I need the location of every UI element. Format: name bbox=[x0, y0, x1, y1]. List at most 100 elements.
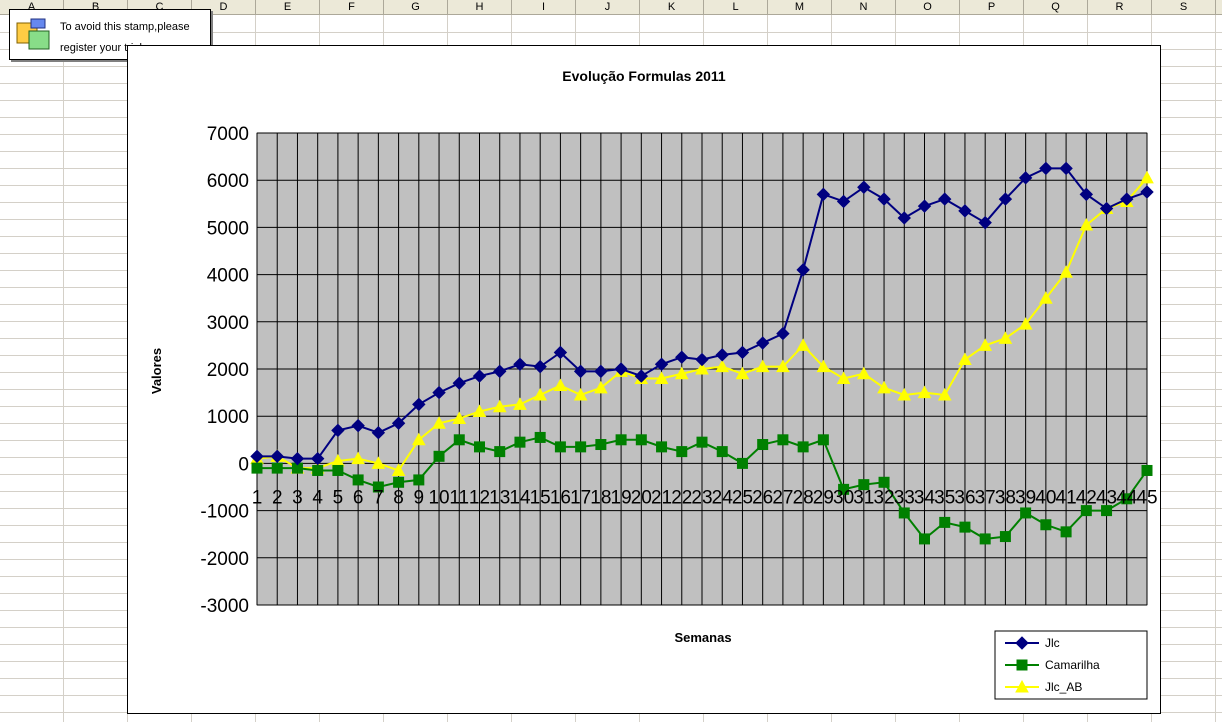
data-point-camarilha bbox=[696, 436, 708, 448]
x-tick-label: 29 bbox=[813, 487, 834, 508]
data-point-jlc bbox=[371, 426, 386, 440]
data-point-jlc bbox=[917, 199, 932, 213]
sheet-gridline-vertical bbox=[1215, 15, 1216, 722]
x-tick-label: 11 bbox=[449, 487, 469, 508]
data-point-camarilha bbox=[898, 507, 910, 519]
column-header-r[interactable]: R bbox=[1088, 0, 1152, 14]
x-tick-label: 45 bbox=[1136, 487, 1157, 508]
data-point-jlc bbox=[836, 194, 851, 209]
data-point-jlc-ab bbox=[674, 366, 689, 380]
data-point-jlc bbox=[553, 345, 568, 360]
column-header-e[interactable]: E bbox=[256, 0, 320, 14]
x-tick-label: 27 bbox=[772, 487, 793, 508]
y-axis-ticks: -3000 -2000 -1000 0 1000 2000 3000 4000 5000 6000… bbox=[200, 124, 249, 617]
data-point-camarilha bbox=[453, 434, 465, 446]
data-point-camarilha bbox=[332, 464, 344, 476]
column-header-c[interactable]: C bbox=[128, 0, 192, 14]
x-tick-label: 3 bbox=[292, 487, 303, 508]
column-header-a[interactable]: A bbox=[0, 0, 64, 14]
data-point-jlc-ab bbox=[978, 338, 993, 351]
x-tick-label: 6 bbox=[353, 487, 364, 508]
column-header-d[interactable]: D bbox=[192, 0, 256, 14]
column-header-g[interactable]: G bbox=[384, 0, 448, 14]
column-header-i[interactable]: I bbox=[512, 0, 576, 14]
column-header-s[interactable]: S bbox=[1152, 0, 1216, 14]
x-tick-label: 21 bbox=[651, 487, 672, 508]
data-point-jlc-ab bbox=[695, 361, 709, 375]
data-point-camarilha bbox=[919, 533, 930, 545]
x-tick-label: 15 bbox=[530, 487, 551, 508]
data-point-jlc bbox=[533, 359, 547, 374]
column-header-o[interactable]: O bbox=[896, 0, 960, 14]
data-point-camarilha bbox=[1121, 493, 1133, 505]
x-tick-label: 20 bbox=[631, 487, 652, 508]
data-point-jlc bbox=[1018, 171, 1033, 185]
data-point-jlc bbox=[472, 369, 487, 383]
data-point-jlc-ab bbox=[1059, 265, 1073, 278]
x-tick-label: 9 bbox=[414, 487, 425, 508]
data-point-jlc bbox=[1099, 201, 1114, 216]
data-point-jlc-ab bbox=[1018, 317, 1033, 330]
column-header-f[interactable]: F bbox=[320, 0, 384, 14]
x-tick-label: 23 bbox=[691, 487, 712, 508]
column-header-l[interactable]: L bbox=[704, 0, 768, 14]
data-point-jlc-ab bbox=[796, 338, 810, 351]
x-tick-label: 32 bbox=[873, 487, 894, 508]
column-header-p[interactable]: P bbox=[960, 0, 1024, 14]
column-header-n[interactable]: N bbox=[832, 0, 896, 14]
data-point-jlc bbox=[978, 215, 992, 230]
data-point-jlc bbox=[1140, 185, 1154, 199]
data-point-jlc-ab bbox=[877, 380, 891, 394]
data-point-camarilha bbox=[372, 481, 384, 493]
data-point-jlc-ab bbox=[472, 404, 487, 417]
data-point-camarilha bbox=[959, 521, 971, 533]
y-tick-label: 5000 bbox=[207, 218, 249, 239]
column-header-m[interactable]: M bbox=[768, 0, 832, 14]
data-point-jlc bbox=[796, 263, 810, 277]
x-axis-ticks: 1 2 3 4 5 6 7 8 9 10 11 12 13 14 15 16 17 18 19 20 21 22 23 24 2… bbox=[252, 487, 1158, 508]
x-tick-label: 8 bbox=[393, 487, 404, 508]
data-point-jlc bbox=[654, 357, 669, 371]
data-point-camarilha bbox=[939, 516, 951, 528]
column-header-h[interactable]: H bbox=[448, 0, 512, 14]
chart-title: Evolução Formulas 2011 bbox=[562, 68, 726, 84]
x-tick-label: 10 bbox=[428, 487, 449, 508]
data-point-jlc-ab bbox=[917, 385, 932, 399]
data-point-camarilha bbox=[575, 441, 587, 453]
column-header-k[interactable]: K bbox=[640, 0, 704, 14]
y-tick-label: 4000 bbox=[207, 266, 249, 287]
y-tick-label: -1000 bbox=[200, 502, 249, 523]
trial-stamp-icon bbox=[16, 18, 50, 50]
x-tick-label: 40 bbox=[1035, 487, 1056, 508]
data-point-jlc-ab bbox=[553, 378, 568, 392]
data-point-jlc bbox=[1079, 187, 1094, 202]
data-point-camarilha bbox=[635, 434, 647, 446]
x-tick-label: 18 bbox=[590, 487, 611, 508]
column-header-q[interactable]: Q bbox=[1024, 0, 1088, 14]
data-point-jlc bbox=[1120, 192, 1134, 206]
column-header-j[interactable]: J bbox=[576, 0, 640, 14]
column-header-b[interactable]: B bbox=[64, 0, 128, 14]
data-point-jlc-ab bbox=[594, 380, 608, 394]
data-point-camarilha bbox=[312, 464, 324, 476]
x-tick-label: 33 bbox=[894, 487, 915, 508]
x-tick-label: 26 bbox=[752, 487, 773, 508]
x-tick-label: 42 bbox=[1076, 487, 1097, 508]
data-point-camarilha bbox=[271, 462, 283, 474]
data-point-jlc bbox=[614, 362, 628, 376]
x-axis-title: Semanas bbox=[674, 630, 731, 645]
data-point-camarilha bbox=[999, 531, 1011, 543]
data-point-jlc bbox=[351, 418, 365, 433]
data-point-camarilha bbox=[757, 439, 769, 451]
data-point-jlc bbox=[938, 192, 952, 206]
x-tick-label: 37 bbox=[975, 487, 996, 508]
data-point-camarilha bbox=[736, 457, 748, 469]
data-point-jlc-ab bbox=[816, 359, 831, 373]
data-point-jlc-ab bbox=[735, 366, 750, 380]
y-tick-label: 2000 bbox=[207, 360, 249, 381]
data-point-jlc bbox=[755, 336, 770, 350]
data-point-jlc bbox=[573, 364, 588, 379]
data-point-jlc bbox=[998, 192, 1013, 206]
data-point-camarilha bbox=[878, 476, 890, 488]
